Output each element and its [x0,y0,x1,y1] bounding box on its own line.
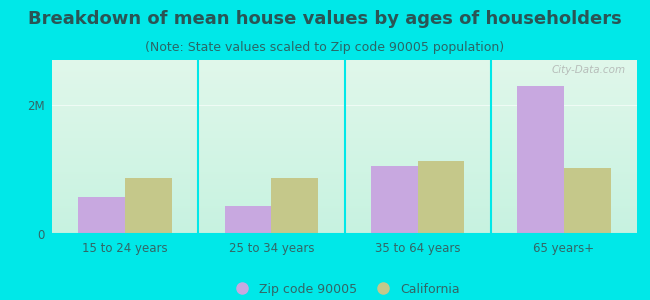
Text: City-Data.com: City-Data.com [551,65,625,75]
Bar [517,86,564,234]
Bar [272,178,318,234]
Legend: Zip code 90005, California: Zip code 90005, California [224,278,465,300]
Bar [564,168,610,234]
Bar [125,178,172,234]
Bar [78,196,125,234]
Bar [371,166,417,234]
Bar [225,206,272,234]
Text: Breakdown of mean house values by ages of householders: Breakdown of mean house values by ages o… [28,11,622,28]
Text: (Note: State values scaled to Zip code 90005 population): (Note: State values scaled to Zip code 9… [146,40,504,53]
Bar [417,161,464,234]
